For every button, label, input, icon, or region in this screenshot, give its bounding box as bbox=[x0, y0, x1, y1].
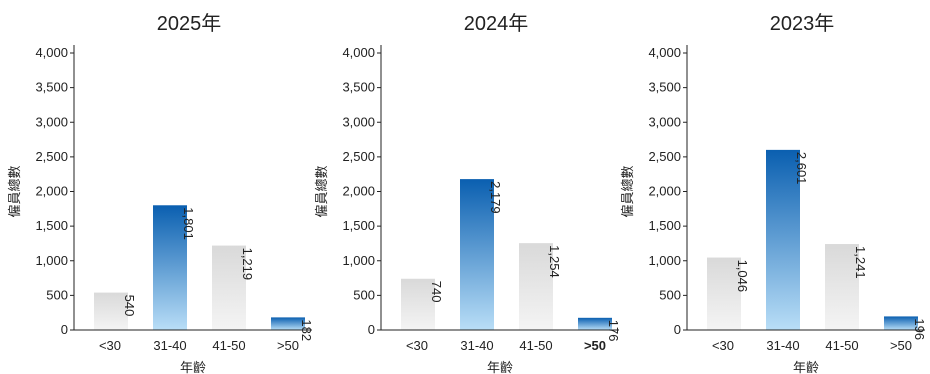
bar-0 bbox=[401, 278, 435, 330]
y-tick-label: 1,500 bbox=[648, 218, 681, 233]
y-tick-label: 2,000 bbox=[342, 184, 375, 199]
bar-2 bbox=[519, 243, 553, 330]
bar-value-label: 2,179 bbox=[488, 181, 503, 214]
bar-value-label: 540 bbox=[122, 295, 137, 317]
y-axis-label: 僱員總數 bbox=[314, 165, 329, 217]
chart-panel-0: 2025年 0 500 1,000 1,500 2,000 2,500 3,000 3,500 4… bbox=[7, 12, 314, 374]
chart-title: 2025年 bbox=[157, 12, 222, 35]
y-tick-label: 500 bbox=[46, 287, 68, 302]
y-tick-label: 2,500 bbox=[342, 149, 375, 164]
y-tick-label: 2,000 bbox=[648, 184, 681, 199]
y-tick-label: 1,500 bbox=[342, 218, 375, 233]
bar-3 bbox=[884, 316, 918, 330]
x-tick-label: 31-40 bbox=[766, 338, 799, 353]
bar-value-label: 196 bbox=[912, 318, 927, 340]
x-tick-label: >50 bbox=[584, 338, 606, 353]
bar-value-label: 1,219 bbox=[240, 248, 255, 281]
y-tick-label: 3,500 bbox=[342, 80, 375, 95]
x-tick-label: >50 bbox=[890, 338, 912, 353]
bar-3 bbox=[271, 317, 305, 330]
chart-panel-2: 2023年 0 500 1,000 1,500 2,000 2,500 3,000 3,500 4… bbox=[620, 12, 927, 374]
y-tick-label: 0 bbox=[61, 322, 68, 337]
x-tick-label: <30 bbox=[712, 338, 734, 353]
bar-0 bbox=[707, 257, 741, 330]
x-tick-label: 31-40 bbox=[153, 338, 186, 353]
bar-1 bbox=[153, 205, 187, 330]
y-tick-label: 2,500 bbox=[35, 149, 68, 164]
bar-1 bbox=[460, 179, 494, 330]
x-axis-label: 年齡 bbox=[793, 360, 819, 374]
bar-value-label: 1,046 bbox=[735, 260, 750, 293]
y-tick-label: 2,500 bbox=[648, 149, 681, 164]
chart-title: 2024年 bbox=[464, 12, 529, 35]
bar-1 bbox=[766, 149, 800, 330]
y-tick-label: 1,000 bbox=[35, 253, 68, 268]
bar-value-label: 1,801 bbox=[181, 207, 196, 240]
chart-title: 2023年 bbox=[770, 12, 835, 35]
y-tick-label: 4,000 bbox=[648, 45, 681, 60]
y-tick-label: 1,500 bbox=[35, 218, 68, 233]
x-tick-label: 31-40 bbox=[460, 338, 493, 353]
y-tick-label: 4,000 bbox=[35, 45, 68, 60]
y-tick-label: 3,500 bbox=[648, 80, 681, 95]
y-tick-label: 2,000 bbox=[35, 184, 68, 199]
bar-value-label: 176 bbox=[606, 320, 621, 342]
bar-2 bbox=[212, 245, 246, 330]
chart-panel-1: 2024年 0 500 1,000 1,500 2,000 2,500 3,000 3,500 4… bbox=[314, 12, 621, 374]
x-tick-label: <30 bbox=[406, 338, 428, 353]
x-tick-label: >50 bbox=[277, 338, 299, 353]
y-tick-label: 1,000 bbox=[342, 253, 375, 268]
bar-2 bbox=[825, 244, 859, 330]
y-axis-label: 僱員總數 bbox=[7, 165, 22, 217]
y-tick-label: 500 bbox=[353, 287, 375, 302]
x-tick-label: 41-50 bbox=[212, 338, 245, 353]
bar-0 bbox=[94, 292, 128, 330]
bar-value-label: 1,241 bbox=[853, 246, 868, 279]
bar-value-label: 2,601 bbox=[794, 152, 809, 185]
y-tick-label: 4,000 bbox=[342, 45, 375, 60]
y-tick-label: 3,000 bbox=[35, 114, 68, 129]
y-tick-label: 3,000 bbox=[342, 114, 375, 129]
bar-value-label: 1,254 bbox=[547, 245, 562, 278]
x-tick-label: <30 bbox=[99, 338, 121, 353]
y-tick-label: 3,500 bbox=[35, 80, 68, 95]
bar-3 bbox=[578, 317, 612, 330]
y-tick-label: 3,000 bbox=[648, 114, 681, 129]
y-axis-label: 僱員總數 bbox=[620, 165, 635, 217]
y-tick-label: 1,000 bbox=[648, 253, 681, 268]
y-tick-label: 0 bbox=[368, 322, 375, 337]
y-tick-label: 0 bbox=[674, 322, 681, 337]
bar-value-label: 740 bbox=[429, 281, 444, 303]
y-tick-label: 500 bbox=[659, 287, 681, 302]
x-tick-label: 41-50 bbox=[519, 338, 552, 353]
x-axis-label: 年齡 bbox=[180, 360, 206, 374]
x-axis-label: 年齡 bbox=[487, 360, 513, 374]
x-tick-label: 41-50 bbox=[825, 338, 858, 353]
